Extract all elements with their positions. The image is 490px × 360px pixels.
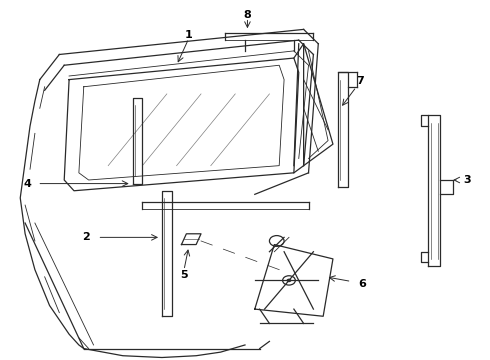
Text: 6: 6 xyxy=(358,279,366,289)
Text: 3: 3 xyxy=(464,175,471,185)
Circle shape xyxy=(287,279,292,282)
Text: 1: 1 xyxy=(185,30,193,40)
Text: 2: 2 xyxy=(82,232,90,242)
Text: 4: 4 xyxy=(24,179,31,189)
Text: 5: 5 xyxy=(180,270,188,280)
Text: 7: 7 xyxy=(356,76,364,86)
Text: 8: 8 xyxy=(244,10,251,20)
